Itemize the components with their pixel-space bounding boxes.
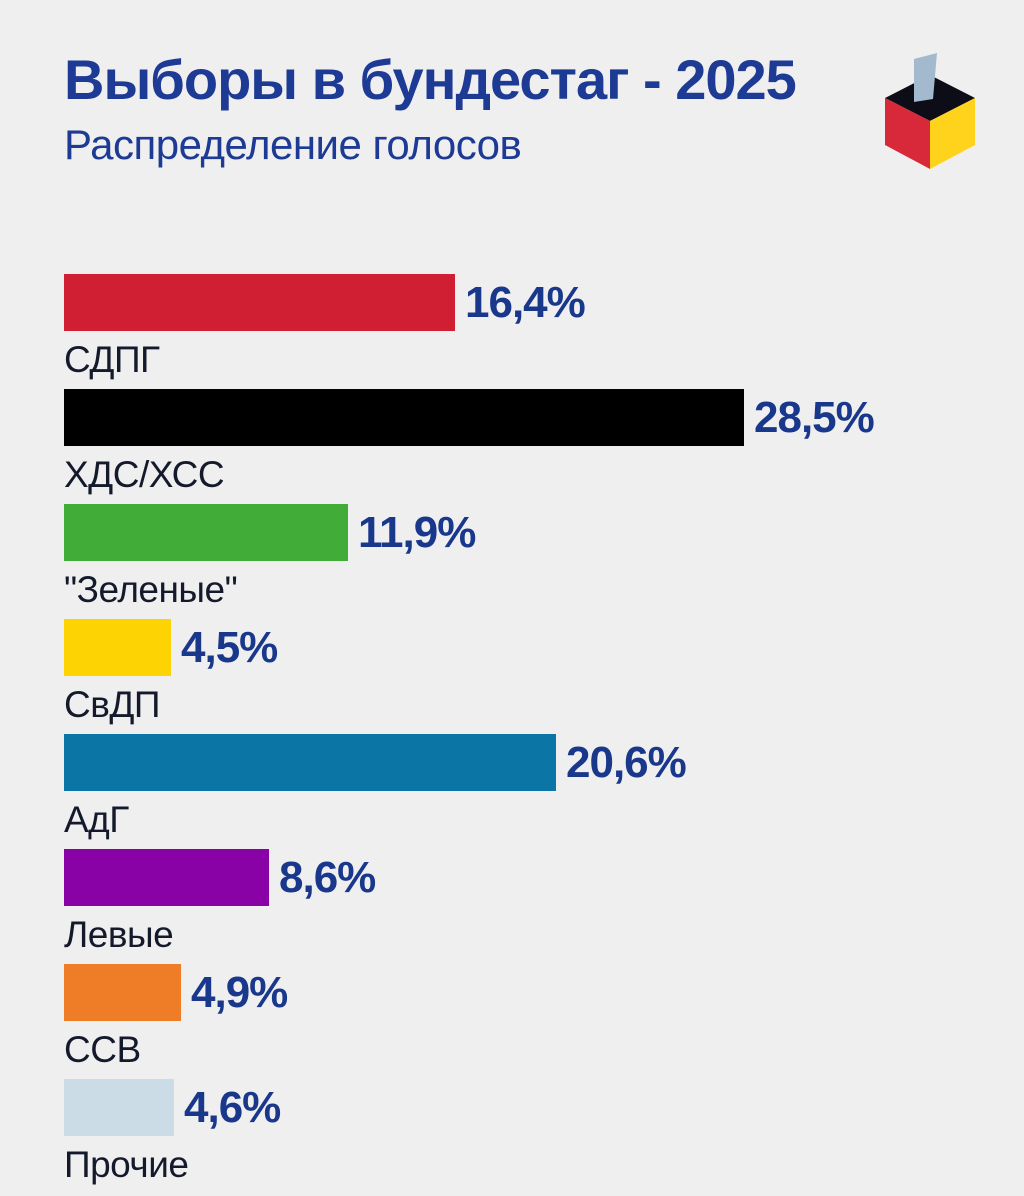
- bar-row: 4,5% СвДП: [64, 619, 1024, 734]
- bar-line: 4,6%: [64, 1079, 1024, 1137]
- bar-value: 28,5%: [754, 392, 875, 442]
- ballot-box-icon: [885, 53, 975, 169]
- bar-line: 4,9%: [64, 964, 1024, 1022]
- bar-label: ССВ: [64, 1029, 141, 1071]
- bar-line: 20,6%: [64, 734, 1024, 792]
- bar-label: Левые: [64, 914, 174, 956]
- bar: [64, 964, 181, 1022]
- bar: [64, 1079, 174, 1137]
- bar-row: 8,6% Левые: [64, 849, 1024, 964]
- bar-line: 8,6%: [64, 849, 1024, 907]
- bar-row: 11,9% "Зеленые": [64, 504, 1024, 619]
- bar-chart: 16,4% СДПГ 28,5% ХДС/ХСС 11,9% "Зеленые"…: [64, 274, 1024, 1194]
- bar-label: ХДС/ХСС: [64, 454, 225, 496]
- bar-label: "Зеленые": [64, 569, 238, 611]
- bar-value: 4,6%: [184, 1082, 281, 1132]
- bar-row: 4,6% Прочие: [64, 1079, 1024, 1194]
- bar: [64, 389, 744, 447]
- bar-value: 8,6%: [279, 852, 376, 902]
- bar-line: 11,9%: [64, 504, 1024, 562]
- bar-label: СвДП: [64, 684, 161, 726]
- page-title: Выборы в бундестаг - 2025: [64, 48, 797, 111]
- bar: [64, 504, 348, 562]
- bar-value: 4,9%: [191, 967, 288, 1017]
- bar-label: СДПГ: [64, 339, 160, 381]
- bar-label: АдГ: [64, 799, 129, 841]
- bar-row: 16,4% СДПГ: [64, 274, 1024, 389]
- bar-value: 16,4%: [465, 277, 586, 327]
- bar-row: 28,5% ХДС/ХСС: [64, 389, 1024, 504]
- bar-line: 28,5%: [64, 389, 1024, 447]
- bar: [64, 849, 269, 907]
- bar-line: 4,5%: [64, 619, 1024, 677]
- header: Выборы в бундестаг - 2025 Распределение …: [64, 48, 1024, 169]
- bar-value: 4,5%: [181, 622, 278, 672]
- page-subtitle: Распределение голосов: [64, 121, 522, 168]
- bar-value: 11,9%: [358, 507, 476, 557]
- bar: [64, 619, 171, 677]
- bar-row: 4,9% ССВ: [64, 964, 1024, 1079]
- bar: [64, 734, 556, 792]
- bar-label: Прочие: [64, 1144, 189, 1186]
- bar: [64, 274, 455, 332]
- bar-value: 20,6%: [566, 737, 687, 787]
- bar-line: 16,4%: [64, 274, 1024, 332]
- bar-row: 20,6% АдГ: [64, 734, 1024, 849]
